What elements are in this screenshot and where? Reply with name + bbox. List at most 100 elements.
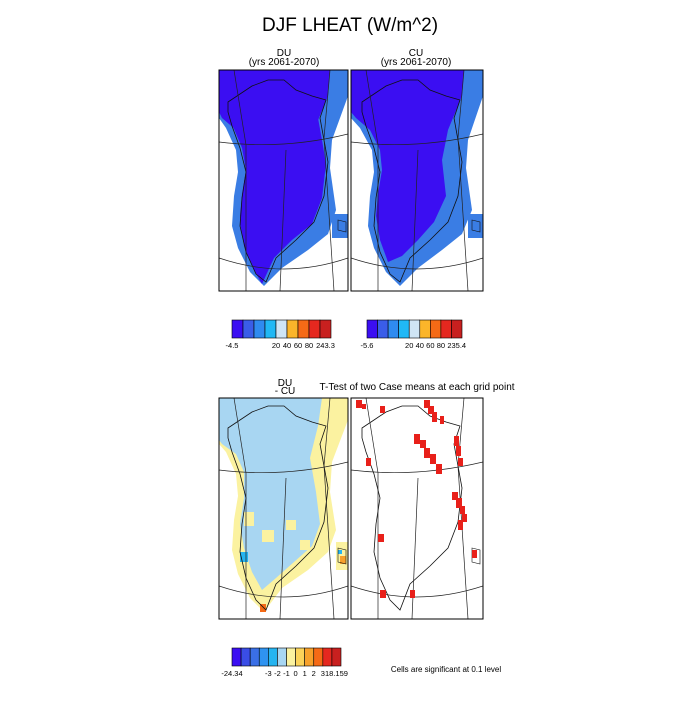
significant-cell	[436, 464, 442, 474]
significant-cell	[452, 492, 458, 500]
significant-cell	[454, 436, 459, 446]
diff-colorbar-swatch	[322, 647, 333, 667]
cu-colorbar-tick-label: 80	[437, 341, 445, 350]
du-map-frame	[218, 69, 349, 292]
du-colorbar-swatch	[286, 319, 299, 339]
significant-cell	[456, 446, 461, 456]
diff-colorbar-swatch	[286, 647, 296, 667]
du-colorbar-tick-label: 60	[294, 341, 302, 350]
diff-colorbar-swatch	[268, 647, 278, 667]
diff-colorbar-swatch	[331, 647, 342, 667]
cu-colorbar-swatch	[377, 319, 389, 339]
du-colorbar-swatch	[253, 319, 266, 339]
diff-colorbar-tick-label: -2	[274, 669, 281, 678]
diff-map-frame	[218, 397, 349, 620]
du-colorbar-swatch	[319, 319, 332, 339]
significant-cell	[462, 514, 467, 522]
diff-colorbar-tick-label: 18.159	[325, 669, 348, 678]
figure-title: DJF LHEAT (W/m^2)	[262, 15, 438, 36]
diff-panel-subtitle: - CU	[275, 386, 296, 397]
cu-colorbar-swatch	[430, 319, 442, 339]
diff-colorbar-swatch	[304, 647, 315, 667]
significant-cell	[428, 406, 434, 414]
significant-cell	[356, 400, 362, 408]
significant-cell	[362, 404, 366, 409]
du-coast-fill	[232, 78, 326, 284]
diff-colorbar-tick-label: -3	[265, 669, 272, 678]
du-panel-subtitle: (yrs 2061-2070)	[249, 57, 320, 68]
cu-colorbar-swatch	[398, 319, 410, 339]
cu-map-frame	[350, 69, 484, 292]
cu-colorbar-swatch	[440, 319, 452, 339]
diff-colorbar-tick-label: 2	[312, 669, 316, 678]
diff-colorbar-swatch	[231, 647, 242, 667]
du-colorbar-tick-label: -4.5	[226, 341, 239, 350]
cu-colorbar-tick-label: 60	[426, 341, 434, 350]
ttest-map-frame	[350, 397, 484, 620]
diff-colorbar-swatch	[240, 647, 251, 667]
du-colorbar-tick-label: 243.3	[316, 341, 335, 350]
diff-map	[219, 398, 348, 619]
diff-colorbar-tick-label: 3	[321, 669, 325, 678]
cu-inner-core	[351, 70, 464, 262]
diff-colorbar-swatch	[313, 647, 324, 667]
du-colorbar: -4.5 20 40 60 80 243.3	[226, 319, 335, 350]
diff-colorbar-tick-label: 0	[293, 669, 297, 678]
diff-colorbar-swatch	[277, 647, 287, 667]
significant-cell	[440, 416, 444, 424]
cu-colorbar-tick-label: 40	[416, 341, 424, 350]
cu-panel-subtitle: (yrs 2061-2070)	[381, 57, 452, 68]
significant-cell	[420, 440, 426, 448]
du-colorbar-swatch	[264, 319, 277, 339]
significant-cell	[432, 412, 437, 422]
ttest-panel-title: T-Test of two Case means at each grid po…	[319, 382, 514, 393]
du-colorbar-swatch	[297, 319, 310, 339]
diff-colorbar-swatch	[295, 647, 305, 667]
significance-note: Cells are significant at 0.1 level	[391, 665, 502, 674]
cu-colorbar-tick-label: 235.4	[447, 341, 466, 350]
significant-cell	[424, 448, 430, 458]
significant-cell	[378, 534, 384, 542]
significant-cells	[356, 400, 477, 598]
du-colorbar-swatch	[231, 319, 244, 339]
ttest-map	[351, 398, 483, 619]
du-colorbar-tick-label: 40	[283, 341, 291, 350]
cu-colorbar-swatch	[419, 319, 431, 339]
du-colorbar-swatch	[308, 319, 321, 339]
du-colorbar-tick-label: 80	[305, 341, 313, 350]
significant-cell	[380, 590, 386, 598]
cu-colorbar-tick-label: 20	[405, 341, 413, 350]
cu-map	[351, 70, 483, 291]
cu-colorbar-swatch	[408, 319, 421, 339]
du-colorbar-swatch	[242, 319, 255, 339]
diff-light-blue-core	[219, 398, 322, 590]
significant-cell	[380, 406, 385, 413]
significant-cell	[430, 454, 436, 464]
significant-cell	[366, 458, 371, 466]
significant-cell	[472, 550, 477, 558]
significant-cell	[424, 400, 430, 408]
significant-cell	[410, 590, 415, 598]
du-colorbar-swatch	[275, 319, 288, 339]
significant-cell	[456, 498, 462, 508]
diff-colorbar-swatch	[258, 647, 269, 667]
cu-colorbar-swatch	[387, 319, 399, 339]
cu-colorbar-swatch	[366, 319, 378, 339]
cu-colorbar: -5.6 20 40 60 80 235.4	[361, 319, 466, 350]
significant-cell	[458, 520, 463, 530]
significant-cell	[458, 458, 463, 466]
cu-colorbar-tick-label: -5.6	[361, 341, 374, 350]
diff-panel-title: DU	[278, 378, 292, 389]
diff-colorbar-swatch	[249, 647, 260, 667]
du-panel-title: DU	[277, 48, 291, 59]
diff-colorbar: -24.34 -3 -2 -1 0 1 2 3 18.159	[221, 647, 348, 678]
cu-panel-title: CU	[409, 48, 423, 59]
significant-cell	[460, 506, 465, 514]
cu-colorbar-swatch	[451, 319, 463, 339]
diff-colorbar-tick-label: -1	[283, 669, 290, 678]
du-map	[219, 70, 348, 291]
diff-colorbar-tick-label: 1	[303, 669, 307, 678]
du-colorbar-tick-label: 20	[272, 341, 280, 350]
significant-cell	[414, 434, 420, 444]
